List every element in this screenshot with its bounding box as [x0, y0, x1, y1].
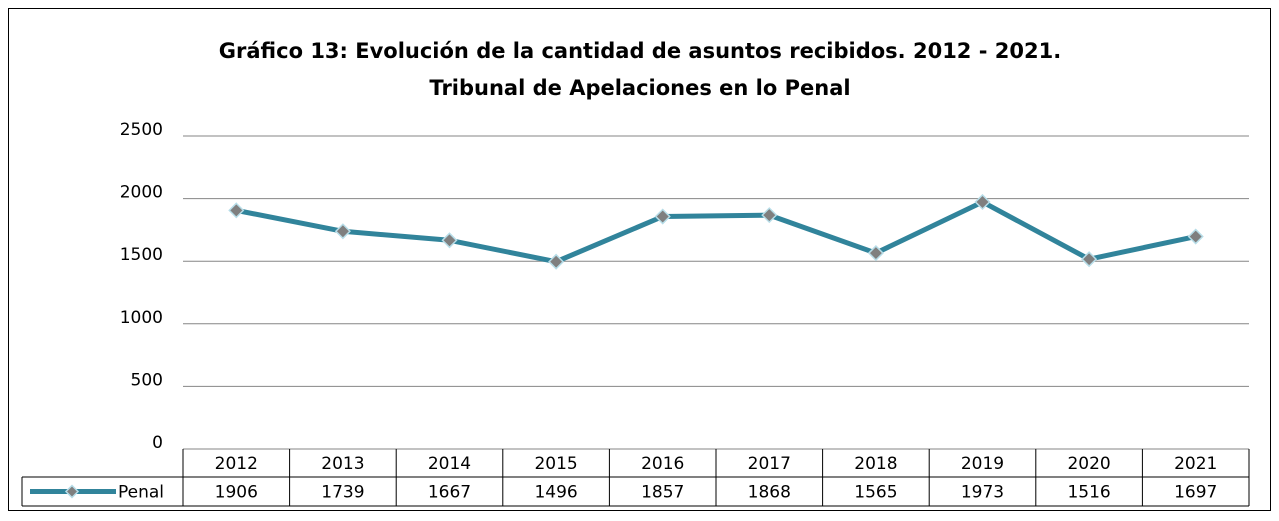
x-tick-label: 2013 [321, 454, 364, 474]
table-value: 1496 [534, 483, 577, 503]
chart-subtitle: Tribunal de Apelaciones en lo Penal [429, 76, 850, 100]
table-value: 1739 [321, 483, 364, 503]
table-value: 1697 [1174, 483, 1217, 503]
table-value: 1973 [961, 483, 1004, 503]
marker [867, 245, 884, 262]
marker [1187, 228, 1204, 245]
marker [548, 253, 565, 270]
marker [974, 193, 991, 211]
legend-marker [64, 484, 80, 499]
y-tick-label: 2000 [120, 183, 163, 203]
y-tick-label: 0 [152, 433, 163, 453]
y-tick-label: 1500 [120, 245, 163, 265]
x-tick-label: 2017 [748, 454, 791, 474]
table-value: 1565 [854, 483, 897, 503]
x-tick-label: 2018 [854, 454, 897, 474]
x-tick-label: 2020 [1067, 454, 1110, 474]
legend-label: Penal [118, 483, 164, 503]
y-tick-label: 1000 [120, 308, 163, 328]
chart-border [8, 8, 1271, 511]
table-value: 1857 [641, 483, 684, 503]
table-value: 1667 [428, 483, 471, 503]
x-tick-label: 2014 [428, 454, 471, 474]
marker [441, 232, 458, 249]
chart-title: Gráfico 13: Evolución de la cantidad de … [219, 39, 1061, 63]
y-tick-label: 2500 [120, 120, 163, 140]
x-tick-label: 2015 [534, 454, 577, 474]
marker [228, 202, 245, 219]
x-tick-label: 2019 [961, 454, 1004, 474]
marker [654, 208, 671, 225]
x-tick-label: 2012 [215, 454, 258, 474]
marker [761, 207, 778, 224]
x-tick-label: 2021 [1174, 454, 1217, 474]
table-value: 1906 [215, 483, 258, 503]
y-tick-label: 500 [131, 370, 163, 390]
table-value: 1868 [748, 483, 791, 503]
x-tick-label: 2016 [641, 454, 684, 474]
marker [334, 223, 351, 240]
series-line [235, 199, 1197, 265]
table-value: 1516 [1067, 483, 1110, 503]
marker [1081, 251, 1098, 268]
